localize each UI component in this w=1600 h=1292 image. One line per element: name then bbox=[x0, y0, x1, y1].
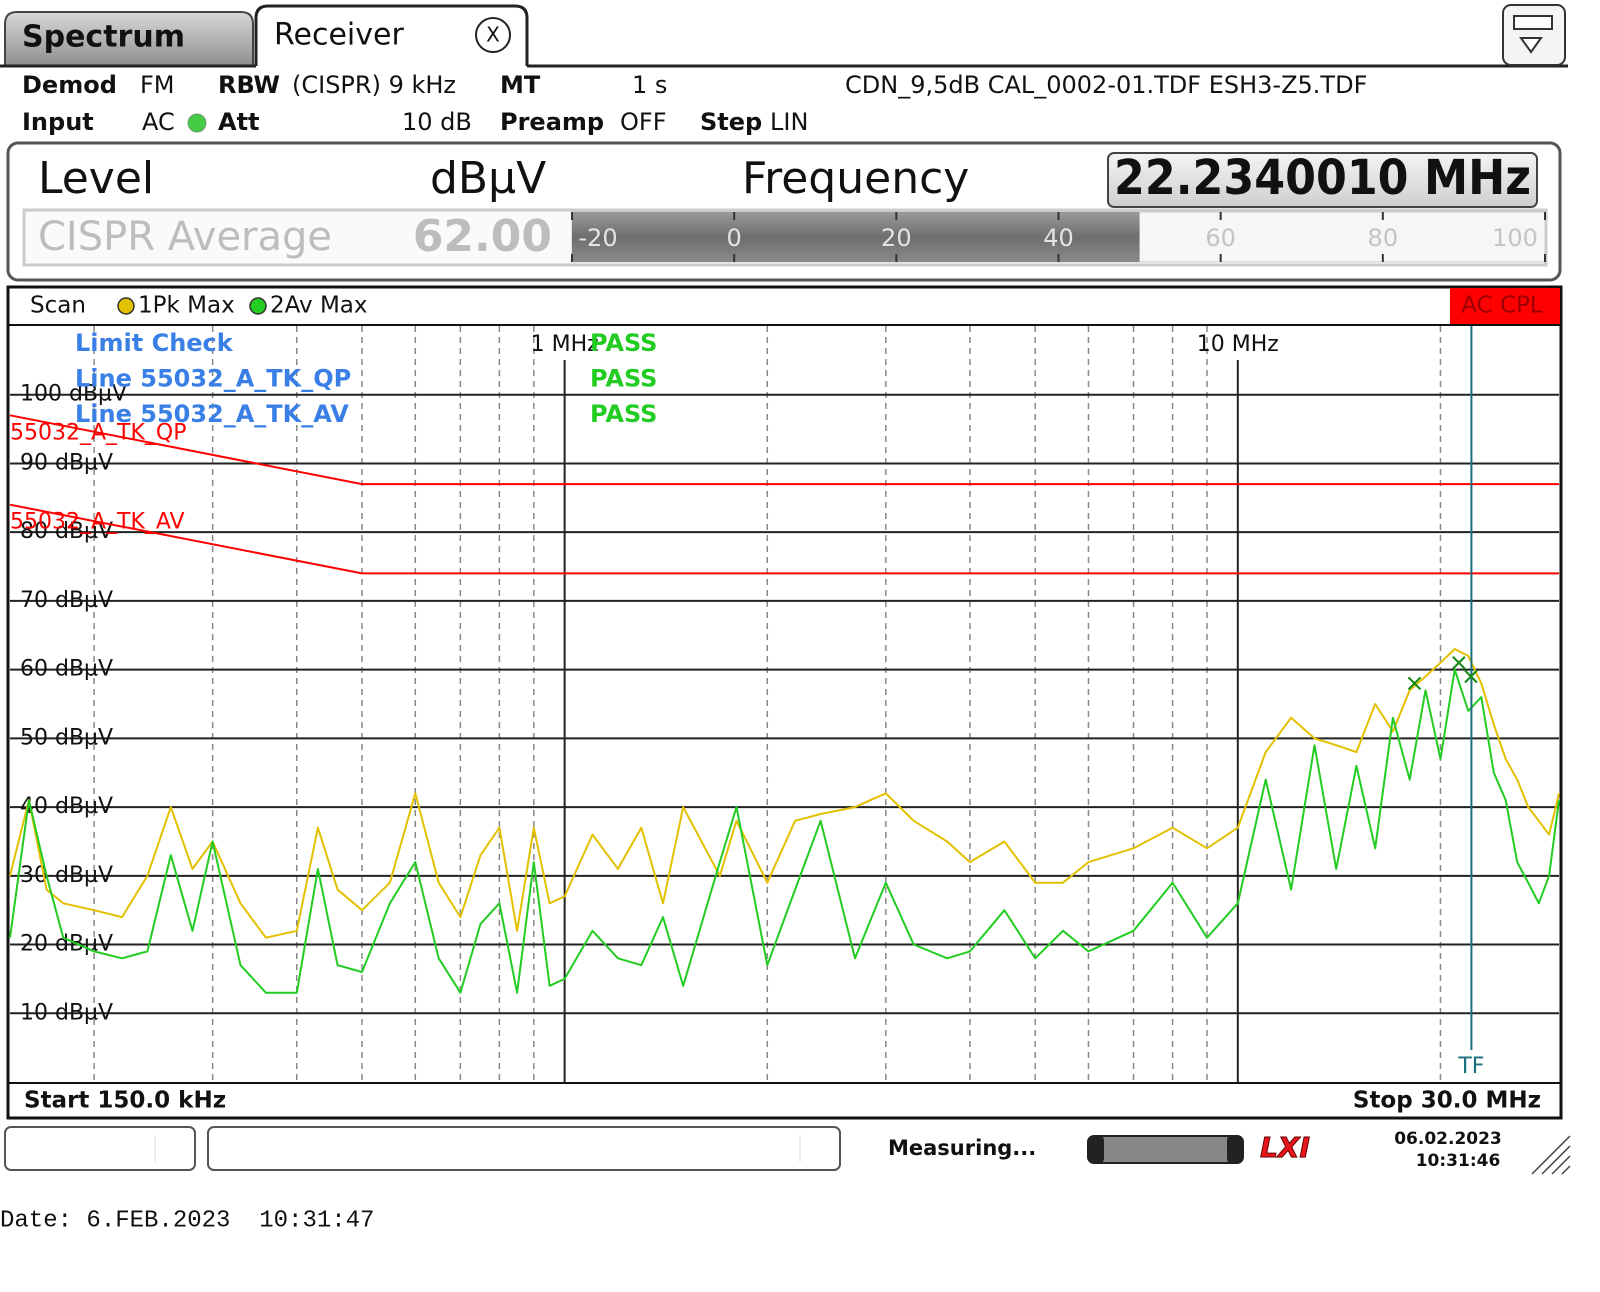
resize-grip bbox=[1531, 1135, 1571, 1175]
limit-check-result: PASS bbox=[590, 329, 657, 357]
frequency-value: 22.2340010 MHz bbox=[1114, 150, 1531, 206]
start-label: Start 150.0 kHz bbox=[24, 1088, 226, 1114]
tab-label[interactable]: Spectrum bbox=[22, 20, 185, 55]
menu-button[interactable] bbox=[1502, 4, 1566, 66]
coupling-badge bbox=[1450, 288, 1560, 324]
setting-label: Att bbox=[218, 108, 260, 136]
level-label: Level bbox=[38, 153, 154, 204]
setting-label: Demod bbox=[22, 71, 117, 99]
trace bbox=[9, 668, 1560, 994]
input-led bbox=[187, 113, 207, 133]
marker-line-label: TF bbox=[1457, 1054, 1484, 1079]
y-tick-label: 70 dBµV bbox=[20, 588, 113, 613]
transducer-list: CDN_9,5dB CAL_0002-01.TDF ESH3-Z5.TDF bbox=[845, 71, 1367, 99]
frequency-box bbox=[1107, 152, 1538, 208]
marker bbox=[1452, 656, 1466, 670]
meter-tick-label: -20 bbox=[578, 224, 617, 252]
meter-bar bbox=[572, 212, 1140, 262]
x-tick-label: 10 MHz bbox=[1197, 332, 1279, 357]
meter-tick-label: 80 bbox=[1368, 224, 1399, 252]
tab-label[interactable]: Receiver bbox=[274, 18, 404, 53]
setting-label: RBW bbox=[218, 71, 280, 99]
y-tick-label: 50 dBµV bbox=[20, 725, 113, 750]
menu-icon bbox=[1513, 15, 1553, 30]
progress-fill bbox=[1088, 1136, 1104, 1163]
limit-check-result: PASS bbox=[590, 400, 657, 428]
lxi-logo: LXI bbox=[1260, 1131, 1310, 1164]
detector-label: CISPR Average bbox=[38, 214, 332, 260]
setting-label: Preamp bbox=[500, 108, 604, 136]
meter-tick-label: 40 bbox=[1043, 224, 1074, 252]
y-tick-label: 60 dBµV bbox=[20, 657, 113, 682]
y-tick-label: 30 dBµV bbox=[20, 863, 113, 888]
limit-line bbox=[9, 414, 1559, 486]
limit-check-label: Limit Check bbox=[75, 329, 234, 357]
menu-icon bbox=[1519, 37, 1543, 54]
level-value: 62.00 bbox=[413, 211, 552, 262]
status-date: 06.02.2023 bbox=[1394, 1129, 1502, 1149]
close-label[interactable]: X bbox=[486, 23, 500, 47]
status-text: Measuring... bbox=[888, 1136, 1036, 1160]
legend-dot bbox=[117, 297, 135, 315]
limit-check-label: Line 55032_A_TK_AV bbox=[75, 400, 349, 428]
meter-tick-label: 0 bbox=[727, 224, 742, 252]
status-box[interactable] bbox=[4, 1126, 196, 1171]
trace bbox=[9, 648, 1560, 939]
status-box[interactable] bbox=[207, 1126, 841, 1171]
y-tick-label: 90 dBµV bbox=[20, 450, 113, 475]
limit-check-result: PASS bbox=[590, 365, 657, 393]
scan-label: Scan bbox=[30, 293, 86, 319]
y-tick-label: 40 dBµV bbox=[20, 794, 113, 819]
setting-value: LIN bbox=[770, 108, 808, 136]
legend-dot bbox=[249, 297, 267, 315]
progress-bar bbox=[1087, 1135, 1244, 1164]
legend-label: 2Av Max bbox=[270, 293, 368, 319]
chart-panel bbox=[6, 285, 1563, 1120]
meter-tick-label: 20 bbox=[881, 224, 912, 252]
coupling-label: AC CPL bbox=[1461, 293, 1543, 319]
stop-label: Stop 30.0 MHz bbox=[1353, 1088, 1541, 1114]
setting-value: AC bbox=[142, 108, 175, 136]
y-tick-label: 100 dBµV bbox=[20, 382, 127, 407]
limit-line bbox=[9, 503, 1559, 575]
level-unit: dBµV bbox=[430, 153, 546, 204]
meter-tick-label: 60 bbox=[1205, 224, 1236, 252]
legend-label: 1Pk Max bbox=[138, 293, 235, 319]
close-button[interactable] bbox=[475, 17, 511, 53]
setting-value: 10 dB bbox=[402, 108, 472, 136]
setting-label: Step bbox=[700, 108, 762, 136]
setting-label: MT bbox=[500, 71, 541, 99]
setting-value: OFF bbox=[620, 108, 667, 136]
frequency-label: Frequency bbox=[742, 153, 969, 204]
marker bbox=[1464, 669, 1478, 684]
marker bbox=[1407, 676, 1422, 691]
limit-check-label: Line 55032_A_TK_QP bbox=[75, 365, 351, 393]
setting-value: (CISPR) 9 kHz bbox=[292, 71, 456, 99]
setting-value: FM bbox=[140, 71, 175, 99]
y-tick-label: 80 dBµV bbox=[20, 519, 113, 544]
limit-line-label: 55032_A_TK_QP bbox=[10, 420, 186, 445]
meter-tick-label: 100 bbox=[1492, 224, 1538, 252]
setting-label: Input bbox=[22, 108, 94, 136]
spectrum-tab[interactable] bbox=[4, 11, 254, 67]
status-time: 10:31:46 bbox=[1416, 1151, 1501, 1171]
limit-line-label: 55032_A_TK_AV bbox=[10, 510, 185, 535]
y-tick-label: 10 dBµV bbox=[20, 1000, 113, 1025]
setting-value: 1 s bbox=[632, 71, 667, 99]
progress-fill bbox=[1227, 1136, 1243, 1163]
x-tick-label: 1 MHz bbox=[531, 332, 599, 357]
receiver-tab[interactable] bbox=[254, 4, 529, 66]
footer-date: Date: 6.FEB.2023 10:31:47 bbox=[0, 1207, 374, 1234]
